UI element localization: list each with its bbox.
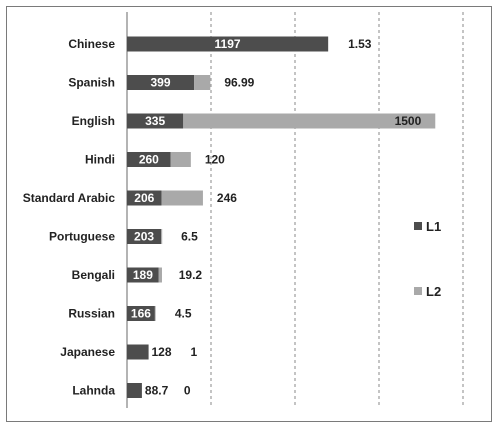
category-label-bengali: Bengali bbox=[72, 268, 115, 282]
bar-l2-standard-arabic bbox=[161, 190, 203, 206]
data-label-l2-portuguese: 6.5 bbox=[181, 230, 198, 244]
data-label-l2-lahnda: 0 bbox=[184, 384, 191, 398]
bar-l1-standard-arabic bbox=[127, 190, 162, 206]
bar-l2-portuguese bbox=[161, 229, 163, 244]
label-layer: Chinese 1197 1.53 Spanish 399 96.99 English 335… bbox=[23, 37, 422, 398]
category-label-chinese: Chinese bbox=[68, 37, 115, 51]
data-label-l2-russian: 4.5 bbox=[175, 307, 192, 321]
bar-l1-english bbox=[127, 113, 184, 129]
chart-frame bbox=[6, 6, 492, 422]
data-label-l2-spanish: 96.99 bbox=[224, 76, 254, 90]
legend: L1 L2 bbox=[414, 219, 441, 299]
category-label-portuguese: Portuguese bbox=[49, 230, 115, 244]
data-label-l1-chinese: 1197 bbox=[215, 37, 241, 51]
bar-l2-english bbox=[183, 113, 436, 129]
bar-l1-portuguese bbox=[127, 229, 162, 244]
category-label-hindi: Hindi bbox=[85, 153, 115, 167]
bar-layer bbox=[127, 36, 436, 398]
data-label-l1-hindi: 260 bbox=[139, 153, 159, 167]
bar-l1-spanish bbox=[127, 75, 195, 90]
data-label-l1-standard-arabic: 206 bbox=[134, 191, 154, 205]
data-label-l2-japanese: 1 bbox=[191, 345, 198, 359]
category-label-japanese: Japanese bbox=[60, 345, 115, 359]
category-label-english: English bbox=[72, 114, 115, 128]
data-label-l1-lahnda: 88.7 bbox=[145, 384, 169, 398]
data-label-l2-chinese: 1.53 bbox=[348, 37, 372, 51]
bar-l2-bengali bbox=[158, 267, 162, 283]
bar-l2-spanish bbox=[194, 75, 211, 90]
data-label-l1-japanese: 128 bbox=[152, 345, 172, 359]
data-label-l2-english: 1500 bbox=[395, 114, 422, 128]
data-label-l1-russian: 166 bbox=[131, 307, 151, 321]
grid-layer bbox=[210, 12, 464, 408]
data-label-l1-english: 335 bbox=[145, 114, 165, 128]
data-label-l1-bengali: 189 bbox=[133, 268, 153, 282]
bar-l1-chinese bbox=[127, 36, 329, 52]
data-label-l1-portuguese: 203 bbox=[134, 230, 154, 244]
category-label-lahnda: Lahnda bbox=[72, 384, 115, 398]
data-label-l2-bengali: 19.2 bbox=[179, 268, 203, 282]
data-label-l2-hindi: 120 bbox=[205, 153, 225, 167]
bar-l2-russian bbox=[154, 306, 156, 321]
bar-l1-lahnda bbox=[127, 383, 142, 398]
category-label-standard-arabic: Standard Arabic bbox=[23, 191, 116, 205]
bar-l1-bengali bbox=[127, 267, 159, 283]
legend-swatch-l2 bbox=[414, 287, 422, 295]
bar-l2-hindi bbox=[170, 152, 191, 167]
data-label-l1-spanish: 399 bbox=[151, 76, 171, 90]
bar-l1-russian bbox=[127, 306, 155, 321]
legend-label-l1: L1 bbox=[426, 219, 441, 234]
legend-label-l2: L2 bbox=[426, 284, 441, 299]
legend-swatch-l1 bbox=[414, 222, 422, 230]
bar-l1-japanese bbox=[127, 344, 149, 360]
category-label-spanish: Spanish bbox=[68, 76, 115, 90]
category-label-russian: Russian bbox=[68, 307, 115, 321]
data-label-l2-standard-arabic: 246 bbox=[217, 191, 237, 205]
bar-l1-hindi bbox=[127, 152, 171, 167]
